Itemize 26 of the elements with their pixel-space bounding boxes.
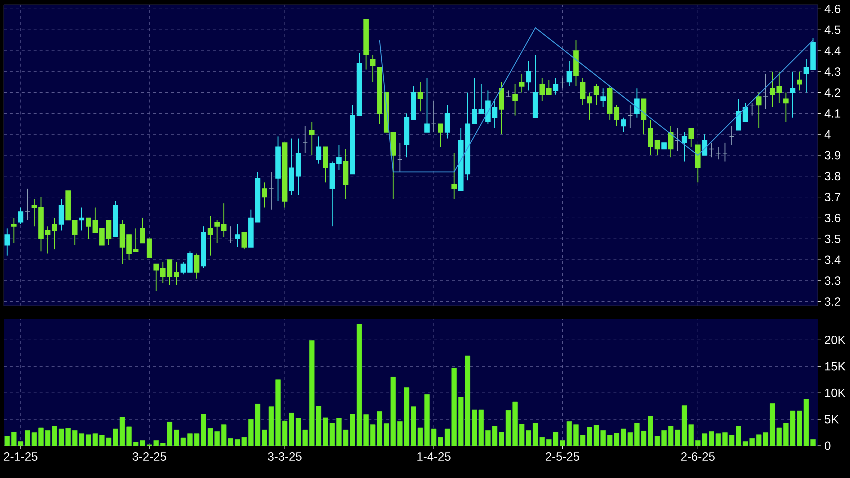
y-tick-label: 4.3 — [824, 68, 841, 76]
y-tick-label: 20K — [825, 336, 846, 344]
y-tick-label: 3.2 — [824, 298, 841, 306]
y-tick-label: 3.6 — [824, 214, 841, 222]
x-tick-label: 2-5-25 — [546, 452, 580, 461]
y-tick-label: 3.3 — [824, 276, 841, 286]
y-tick-label: 5K — [825, 415, 840, 424]
x-tick-label: 3-2-25 — [132, 452, 166, 461]
x-tick-label: 2-1-25 — [4, 452, 38, 461]
x-tick-label: 3-3-25 — [268, 452, 302, 461]
y-tick-label: 4.2 — [824, 88, 841, 97]
y-tick-label: 0 — [825, 442, 831, 450]
y-tick-label: 3.8 — [824, 172, 841, 181]
y-tick-label: 3.5 — [824, 234, 841, 244]
y-tick-label: 10K — [825, 388, 846, 398]
x-tick-label: 2-6-25 — [681, 452, 715, 461]
y-tick-label: 3.9 — [824, 151, 841, 160]
x-tick-label: 1-4-25 — [418, 452, 451, 461]
y-tick-label: 4.5 — [824, 26, 841, 34]
y-tick-label: 3.4 — [824, 256, 841, 264]
y-tick-label: 4.4 — [824, 46, 841, 56]
y-tick-label: 4 — [824, 130, 831, 139]
y-tick-label: 15K — [825, 362, 846, 371]
y-tick-label: 3.7 — [824, 193, 841, 202]
y-tick-label: 4.1 — [824, 110, 841, 118]
y-tick-label: 4.6 — [824, 4, 841, 14]
